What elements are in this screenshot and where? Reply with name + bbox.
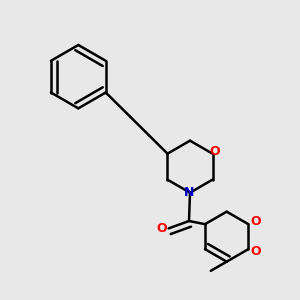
Text: O: O xyxy=(250,245,261,258)
Text: O: O xyxy=(156,222,166,235)
Text: N: N xyxy=(184,186,194,199)
Text: O: O xyxy=(250,215,261,228)
Text: O: O xyxy=(210,146,220,158)
